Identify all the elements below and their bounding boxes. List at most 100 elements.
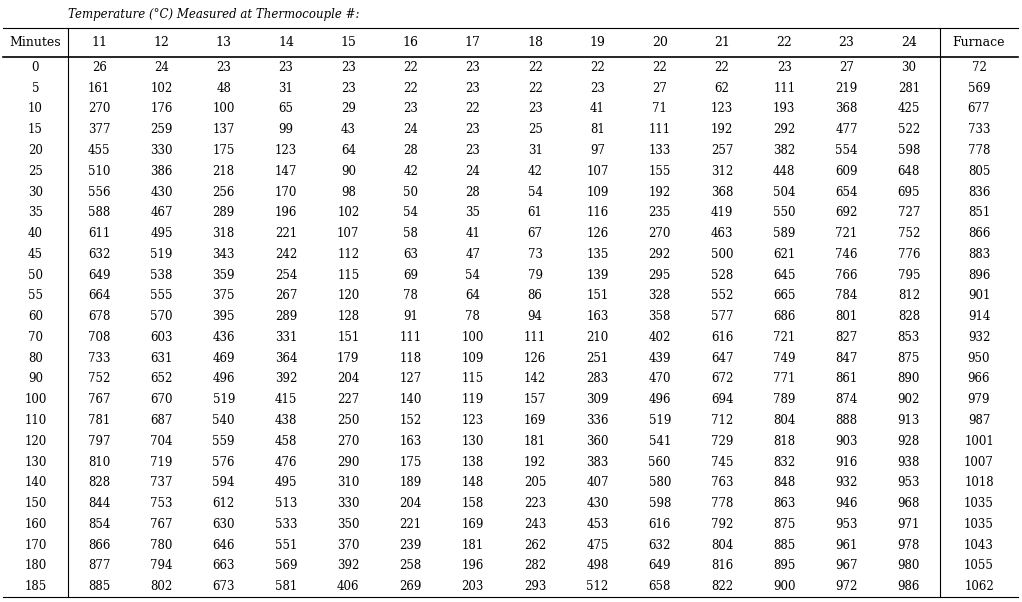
- Text: 127: 127: [400, 373, 422, 385]
- Text: 290: 290: [337, 456, 360, 468]
- Text: 727: 727: [897, 206, 920, 219]
- Text: 111: 111: [524, 331, 546, 344]
- Text: 15: 15: [28, 123, 43, 136]
- Text: 804: 804: [711, 539, 733, 551]
- Text: 972: 972: [835, 580, 857, 593]
- Text: 157: 157: [524, 393, 547, 406]
- Text: 1055: 1055: [964, 559, 994, 573]
- Text: 359: 359: [213, 268, 235, 282]
- Text: 477: 477: [835, 123, 857, 136]
- Text: 513: 513: [275, 497, 297, 510]
- Text: 654: 654: [835, 185, 857, 199]
- Text: 495: 495: [150, 227, 173, 240]
- Text: 251: 251: [587, 352, 608, 365]
- Text: 54: 54: [465, 268, 480, 282]
- Text: 110: 110: [25, 414, 47, 427]
- Text: 827: 827: [835, 331, 857, 344]
- Text: 598: 598: [897, 144, 920, 157]
- Text: 50: 50: [403, 185, 418, 199]
- Text: 556: 556: [88, 185, 110, 199]
- Text: 23: 23: [465, 123, 480, 136]
- Text: 828: 828: [897, 310, 920, 323]
- Text: 126: 126: [524, 352, 547, 365]
- Text: 29: 29: [341, 102, 356, 116]
- Text: 218: 218: [213, 165, 235, 178]
- Text: 538: 538: [150, 268, 173, 282]
- Text: 72: 72: [972, 61, 986, 74]
- Text: 17: 17: [465, 36, 480, 49]
- Text: 665: 665: [773, 290, 795, 302]
- Text: 140: 140: [400, 393, 422, 406]
- Text: 528: 528: [711, 268, 733, 282]
- Text: 100: 100: [462, 331, 484, 344]
- Text: 62: 62: [714, 82, 730, 95]
- Text: 23: 23: [279, 61, 293, 74]
- Text: 135: 135: [587, 248, 609, 261]
- Text: 250: 250: [337, 414, 360, 427]
- Text: 281: 281: [897, 82, 920, 95]
- Text: 885: 885: [774, 539, 795, 551]
- Text: 763: 763: [710, 476, 733, 489]
- Text: 61: 61: [527, 206, 543, 219]
- Text: 221: 221: [275, 227, 297, 240]
- Text: 23: 23: [217, 61, 231, 74]
- Text: 672: 672: [711, 373, 733, 385]
- Text: 254: 254: [275, 268, 297, 282]
- Text: 979: 979: [968, 393, 990, 406]
- Text: 196: 196: [275, 206, 297, 219]
- Text: 632: 632: [649, 539, 670, 551]
- Text: 495: 495: [275, 476, 297, 489]
- Text: 670: 670: [150, 393, 173, 406]
- Text: 175: 175: [213, 144, 235, 157]
- Text: 812: 812: [897, 290, 920, 302]
- Text: 155: 155: [649, 165, 670, 178]
- Text: 205: 205: [524, 476, 547, 489]
- Text: 540: 540: [213, 414, 235, 427]
- Text: 1018: 1018: [964, 476, 993, 489]
- Text: 18: 18: [527, 36, 543, 49]
- Text: 851: 851: [968, 206, 990, 219]
- Text: 123: 123: [462, 414, 484, 427]
- Text: 888: 888: [836, 414, 857, 427]
- Text: 569: 569: [968, 82, 990, 95]
- Text: 1062: 1062: [964, 580, 993, 593]
- Text: 609: 609: [835, 165, 857, 178]
- Text: 270: 270: [88, 102, 110, 116]
- Text: 848: 848: [774, 476, 795, 489]
- Text: 778: 778: [968, 144, 990, 157]
- Text: 102: 102: [150, 82, 173, 95]
- Text: 26: 26: [92, 61, 106, 74]
- Text: 27: 27: [652, 82, 667, 95]
- Text: 816: 816: [711, 559, 733, 573]
- Text: 120: 120: [337, 290, 360, 302]
- Text: 181: 181: [462, 539, 484, 551]
- Text: 55: 55: [28, 290, 43, 302]
- Text: 23: 23: [465, 144, 480, 157]
- Text: 961: 961: [835, 539, 857, 551]
- Text: 375: 375: [213, 290, 235, 302]
- Text: 828: 828: [88, 476, 110, 489]
- Text: 439: 439: [649, 352, 671, 365]
- Text: 196: 196: [462, 559, 484, 573]
- Text: 971: 971: [897, 518, 920, 531]
- Text: 192: 192: [649, 185, 670, 199]
- Text: 330: 330: [150, 144, 173, 157]
- Text: 903: 903: [835, 435, 857, 448]
- Text: 386: 386: [150, 165, 173, 178]
- Text: 953: 953: [835, 518, 857, 531]
- Text: 792: 792: [711, 518, 733, 531]
- Text: 22: 22: [777, 36, 792, 49]
- Text: 119: 119: [462, 393, 484, 406]
- Text: 330: 330: [337, 497, 360, 510]
- Text: 721: 721: [774, 331, 795, 344]
- Text: 28: 28: [404, 144, 418, 157]
- Text: 185: 185: [25, 580, 47, 593]
- Text: 863: 863: [773, 497, 795, 510]
- Text: 161: 161: [88, 82, 110, 95]
- Text: 80: 80: [28, 352, 43, 365]
- Text: 70: 70: [28, 331, 43, 344]
- Text: 519: 519: [649, 414, 670, 427]
- Text: 978: 978: [897, 539, 920, 551]
- Text: 64: 64: [340, 144, 356, 157]
- Text: 900: 900: [773, 580, 795, 593]
